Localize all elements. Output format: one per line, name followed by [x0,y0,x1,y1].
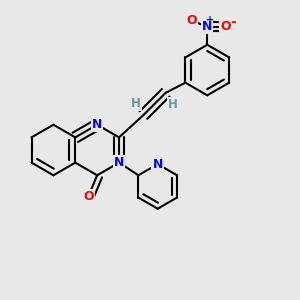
Text: N: N [114,156,124,169]
Text: N: N [202,20,212,34]
Text: N: N [152,158,163,171]
Text: N: N [92,118,102,131]
Text: O: O [83,190,94,203]
Text: H: H [168,98,178,111]
Text: -: - [230,15,236,28]
Text: +: + [206,14,214,25]
Text: O: O [220,20,231,34]
Text: O: O [187,14,197,27]
Text: H: H [131,97,141,110]
